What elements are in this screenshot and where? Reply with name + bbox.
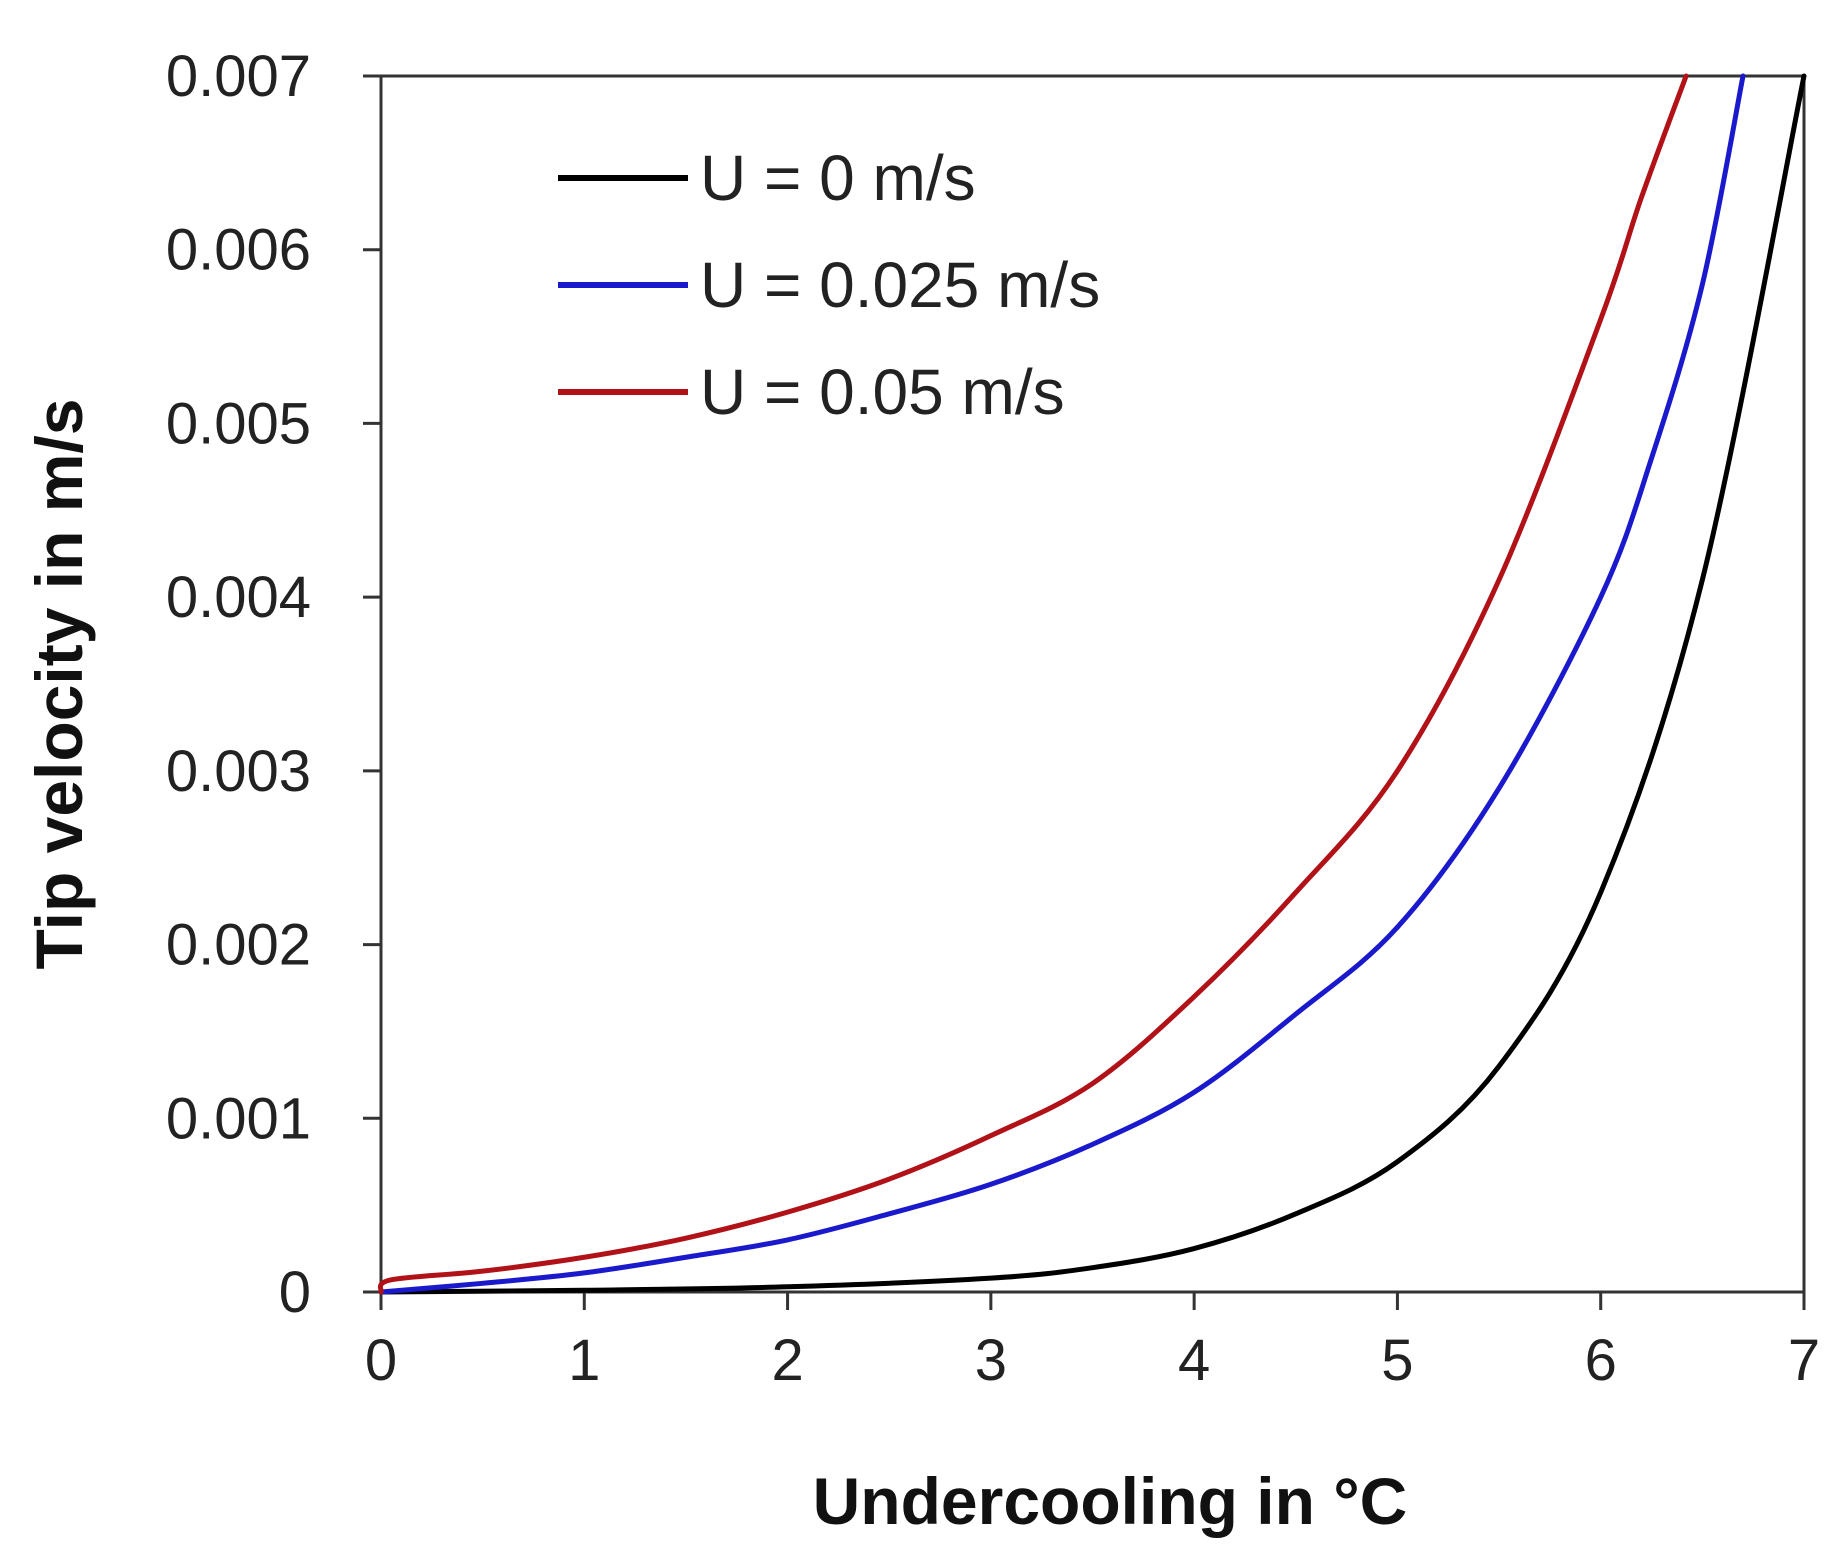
x-tick-label: 3 — [975, 1328, 1007, 1393]
x-tick-label: 5 — [1381, 1328, 1413, 1393]
x-tick-label: 4 — [1178, 1328, 1210, 1393]
series-lines — [377, 73, 1807, 1295]
y-tick-label: 0.004 — [166, 565, 311, 630]
y-tick-label: 0.007 — [166, 44, 311, 109]
legend-label-1: U = 0.025 m/s — [700, 249, 1100, 321]
legend-label-0: U = 0 m/s — [700, 142, 976, 214]
y-tick-label: 0.005 — [166, 391, 311, 456]
x-axis-ticks: 0 1 2 3 4 5 6 7 — [365, 1292, 1820, 1393]
y-axis-title: Tip velocity in m/s — [22, 399, 96, 970]
x-tick-label: 1 — [568, 1328, 600, 1393]
x-tick-label: 0 — [365, 1328, 397, 1393]
y-tick-label: 0.001 — [166, 1086, 311, 1151]
plot-area — [379, 74, 1806, 1294]
legend-label-2: U = 0.05 m/s — [700, 356, 1065, 428]
legend: U = 0 m/s U = 0.025 m/s U = 0.05 m/s — [558, 142, 1100, 428]
series-line-1 — [378, 73, 1746, 1295]
x-tick-label: 6 — [1585, 1328, 1617, 1393]
y-axis-ticks: 0 0.001 0.002 0.003 0.004 0.005 0.006 0.007 — [166, 44, 381, 1325]
series-line-0 — [378, 73, 1807, 1295]
series-line-2 — [377, 73, 1689, 1295]
x-tick-label: 2 — [771, 1328, 803, 1393]
y-tick-label: 0.002 — [166, 913, 311, 978]
y-tick-label: 0.006 — [166, 218, 311, 283]
y-tick-label: 0.003 — [166, 739, 311, 804]
x-axis-title: Undercooling in °C — [813, 1464, 1408, 1538]
y-tick-label: 0 — [279, 1260, 311, 1325]
x-tick-label: 7 — [1788, 1328, 1820, 1393]
